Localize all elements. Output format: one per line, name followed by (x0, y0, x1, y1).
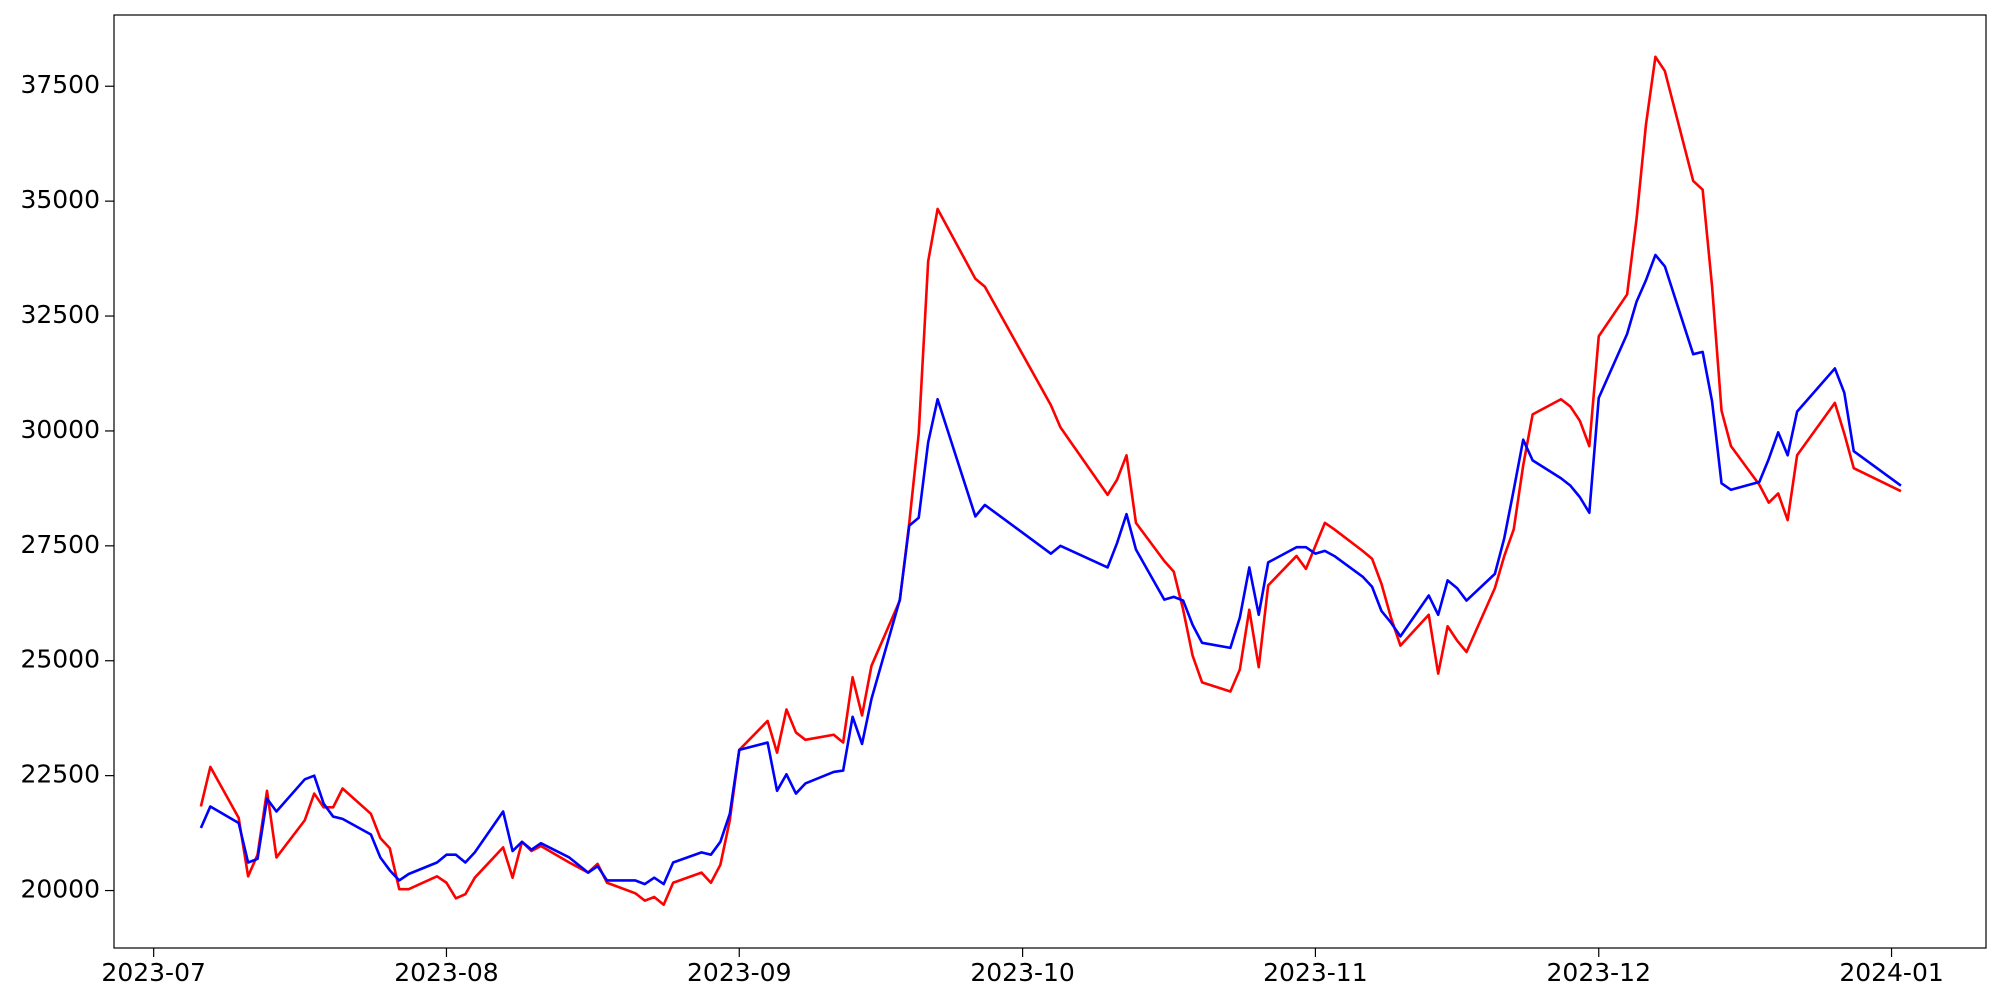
plot-frame (113, 14, 1987, 949)
y-tick-label: 25000 (20, 645, 100, 674)
series-line (199, 55, 1902, 907)
x-tick-label: 2023-09 (687, 958, 791, 987)
x-tick-label: 2023-10 (970, 958, 1074, 987)
y-tick-label: 32500 (20, 300, 100, 329)
x-tick-label: 2023-07 (101, 958, 205, 987)
x-tick-label: 2023-08 (394, 958, 498, 987)
y-tick-label: 20000 (20, 875, 100, 904)
y-tick-label: 30000 (20, 415, 100, 444)
y-tick-label: 35000 (20, 185, 100, 214)
y-tick-label: 27500 (20, 530, 100, 559)
x-tick-label: 2024-01 (1839, 958, 1943, 987)
x-tick-label: 2023-12 (1547, 958, 1651, 987)
series-line (199, 253, 1902, 886)
x-tick-label: 2023-11 (1263, 958, 1367, 987)
y-tick-label: 37500 (20, 70, 100, 99)
y-tick-label: 22500 (20, 760, 100, 789)
